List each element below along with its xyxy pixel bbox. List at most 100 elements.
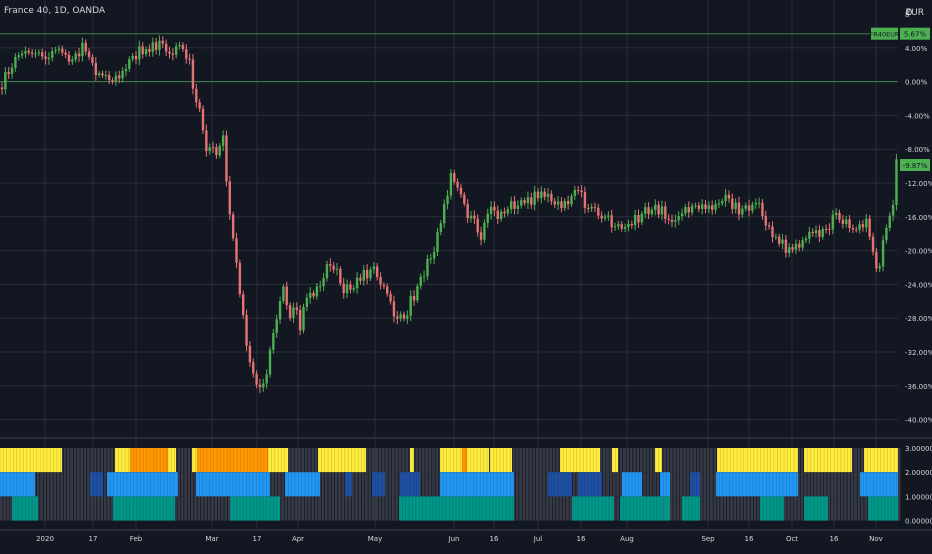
- indicator-bar-off: [539, 448, 542, 473]
- candle-body: [215, 147, 218, 156]
- candle-body: [647, 207, 650, 214]
- indicator-bar-on: [717, 448, 798, 473]
- candle-body: [446, 195, 449, 204]
- indicator-bar-off: [298, 496, 301, 521]
- candle-body: [570, 196, 573, 205]
- candle-body: [94, 62, 97, 76]
- indicator-bar-off: [569, 496, 573, 521]
- indicator-bar-off: [834, 472, 837, 497]
- candle-body: [657, 204, 660, 215]
- indicator-bar-off: [40, 496, 43, 521]
- indicator-bar-off: [391, 496, 395, 521]
- symbol-badge-text: FR40EUR: [870, 31, 900, 39]
- currency-label[interactable]: EUR: [905, 8, 924, 18]
- y-tick-label: -32.00%: [905, 349, 932, 357]
- candle-body: [791, 247, 794, 250]
- indicator-bar-on: [372, 472, 385, 497]
- candle-body: [158, 40, 161, 50]
- candle-body: [530, 197, 533, 205]
- candle-body: [285, 286, 288, 306]
- indicator-bar-off: [395, 496, 398, 521]
- candle-body: [453, 173, 456, 182]
- candle-body: [871, 236, 875, 252]
- indicator-bar-off: [676, 472, 680, 497]
- indicator-bar-off: [703, 448, 707, 473]
- indicator-bar-off: [391, 472, 395, 497]
- indicator-bar-off: [103, 448, 107, 473]
- indicator-bar-off: [619, 472, 623, 497]
- indicator-bar-off: [603, 448, 606, 473]
- candle-body: [282, 286, 285, 302]
- indicator-bar-on: [196, 472, 270, 497]
- candle-body: [818, 230, 821, 237]
- settings-icon[interactable]: [906, 9, 912, 15]
- candle-body: [771, 226, 774, 238]
- indicator-bar-off: [378, 496, 382, 521]
- candle-body: [878, 266, 881, 269]
- indicator-bar-off: [549, 448, 552, 473]
- indicator-bar-on: [345, 472, 352, 497]
- candle-body: [67, 54, 71, 62]
- candle-body: [81, 42, 84, 57]
- candles-group: [0, 35, 898, 393]
- x-tick-label: Sep: [701, 535, 715, 543]
- candle-body: [838, 212, 841, 220]
- y-tick-label: 0.00%: [905, 79, 928, 87]
- y-tick-label: -24.00%: [905, 281, 932, 289]
- indicator-bar-off: [525, 472, 529, 497]
- indicator-bar-off: [365, 448, 368, 473]
- indicator-bar-off: [673, 472, 676, 497]
- indicator-bar-on: [572, 496, 614, 521]
- indicator-bar-off: [375, 448, 378, 473]
- indicator-bar-on: [440, 448, 462, 473]
- indicator-bar-off: [77, 472, 80, 497]
- candle-body: [329, 264, 332, 266]
- candle-body: [828, 229, 831, 231]
- candle-body: [231, 214, 235, 239]
- candle-body: [781, 239, 784, 244]
- indicator-bar-off: [368, 472, 372, 497]
- indicator-bar-off: [686, 448, 690, 473]
- candle-body: [305, 297, 309, 307]
- x-tick-label: May: [368, 535, 382, 543]
- x-tick-label: Jul: [533, 535, 543, 543]
- candle-body: [238, 262, 242, 295]
- last-price-badge: [900, 159, 930, 172]
- indicator-bar-off: [80, 472, 83, 497]
- indicator-bar-off: [388, 448, 392, 473]
- candle-body: [486, 213, 489, 223]
- indicator-bar-off: [519, 448, 522, 473]
- candle-body: [473, 215, 476, 219]
- candle-body: [734, 202, 737, 210]
- indicator-bar-off: [308, 448, 311, 473]
- candle-body: [389, 293, 392, 302]
- indicator-bar-on: [716, 472, 798, 497]
- indicator-bar-off: [542, 496, 546, 521]
- indicator-bar-off: [850, 448, 854, 473]
- indicator-bar-on: [760, 496, 784, 521]
- candle-body: [188, 58, 191, 60]
- indicator-bar-off: [783, 496, 787, 521]
- indicator-bar-off: [753, 496, 757, 521]
- indicator-bar-off: [676, 448, 680, 473]
- candle-body: [553, 201, 556, 205]
- indicator-bar-off: [435, 448, 439, 473]
- indicator-bar-off: [559, 496, 563, 521]
- indicator-bar-off: [63, 496, 67, 521]
- indicator-bar-off: [56, 472, 60, 497]
- indicator-bar-off: [368, 448, 372, 473]
- indicator-bar-off: [837, 496, 841, 521]
- indicator-bar-off: [80, 448, 83, 473]
- candle-body: [687, 207, 690, 213]
- indicator-bar-off: [378, 448, 382, 473]
- indicator-bar-off: [281, 472, 284, 497]
- indicator-bar-off: [36, 472, 40, 497]
- indicator-bar-on: [655, 448, 662, 473]
- candle-body: [721, 201, 724, 204]
- indicator-bar-off: [324, 496, 328, 521]
- candle-body: [225, 135, 228, 182]
- indicator-bar-off: [174, 496, 177, 521]
- candle-body: [587, 207, 590, 209]
